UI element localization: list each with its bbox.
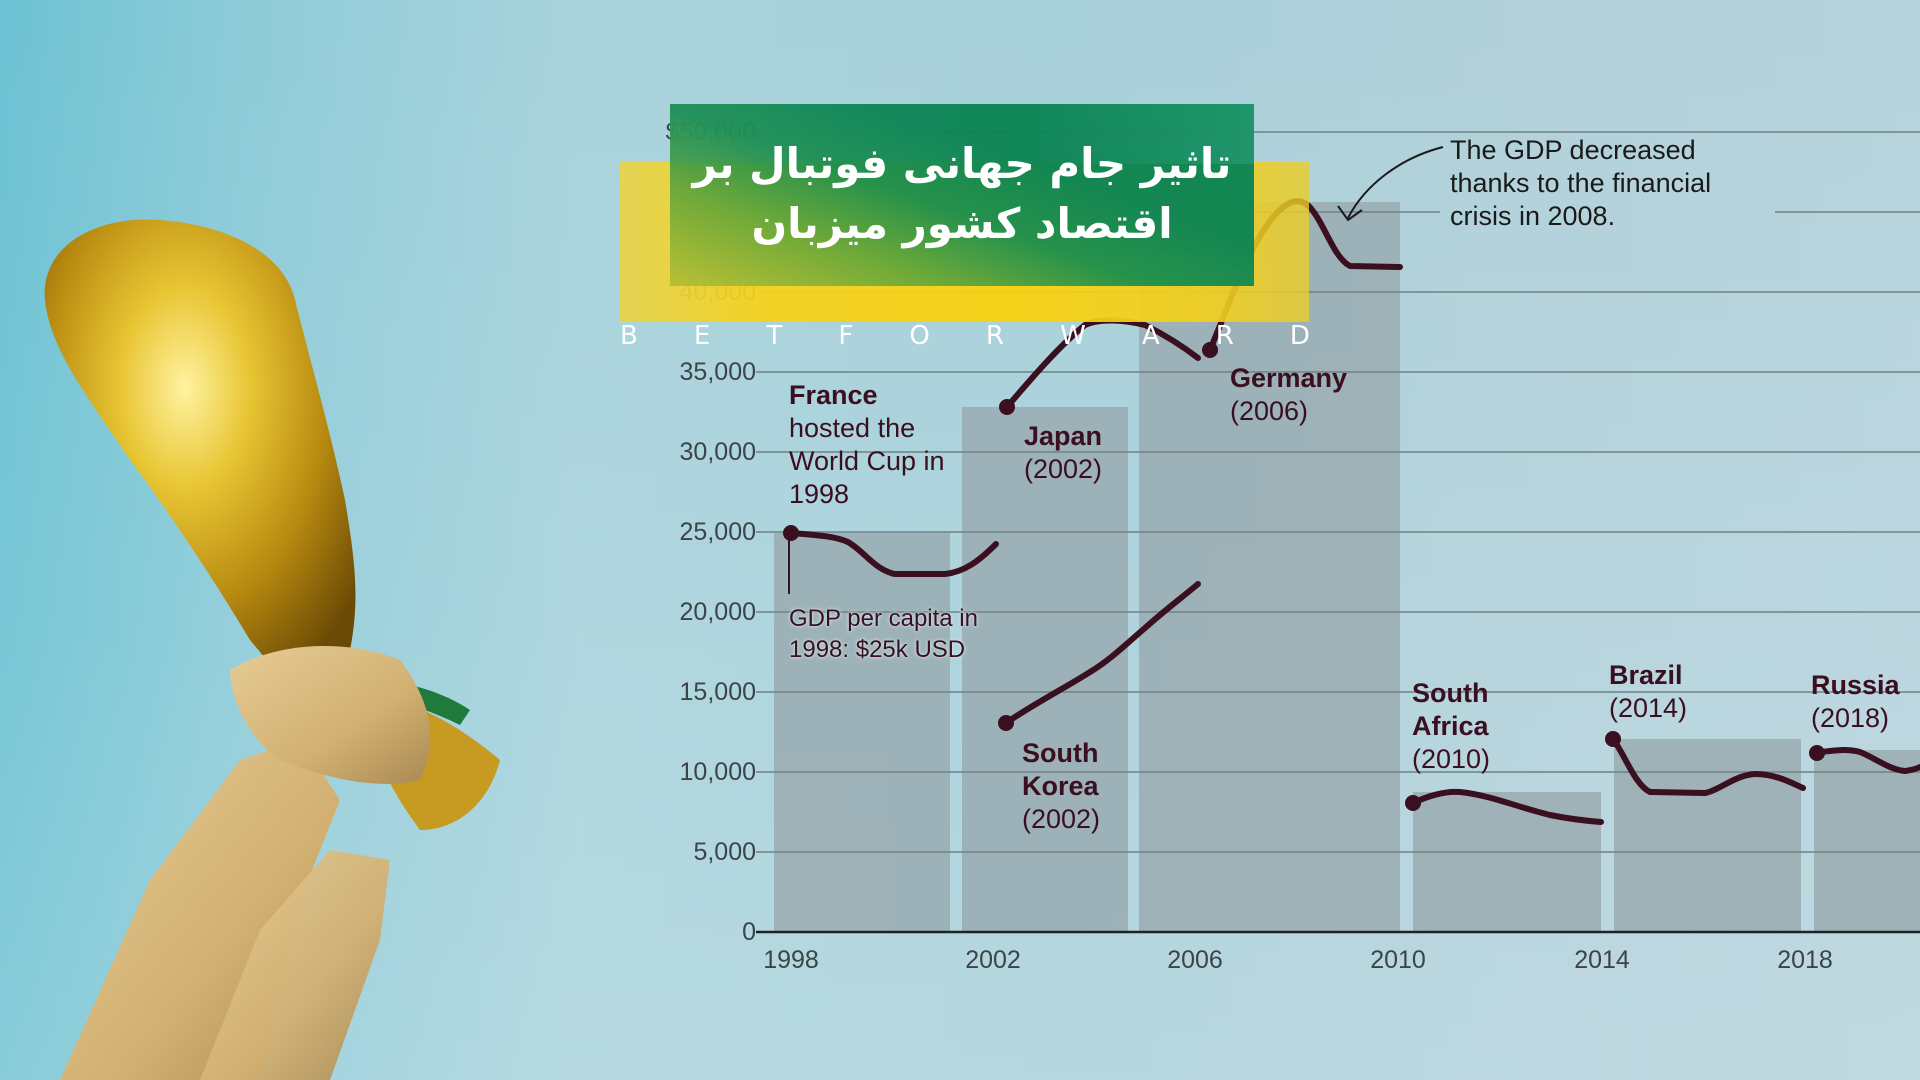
y-tick-15000: 15,000 [679, 678, 756, 706]
brand-wordmark: B E T F O R W A R D [620, 321, 1310, 351]
brazil-line [1610, 736, 1806, 796]
south-africa-label: South Africa (2010) [1412, 677, 1512, 776]
brand-letter: R [1215, 321, 1234, 351]
financial-crisis-annotation: The GDP decreased thanks to the financia… [1450, 135, 1712, 231]
south-korea-label-name: South Korea [1022, 738, 1099, 801]
brand-letter: D [1289, 321, 1310, 351]
south-korea-label-year: (2002) [1022, 804, 1101, 834]
brand-letter: F [838, 321, 854, 351]
host-year-dots [783, 342, 1825, 811]
brand-letter: E [693, 321, 711, 351]
brand-letter: A [1141, 321, 1160, 351]
brand-letter: B [620, 321, 638, 351]
brand-letter: W [1060, 321, 1086, 351]
crisis-arrow-icon [1347, 146, 1444, 219]
page-title: تاثیر جام جهانی فوتبال بر اقتصاد کشور می… [670, 134, 1254, 254]
title-green-panel [670, 104, 1254, 286]
x-tick-2006: 2006 [1167, 946, 1223, 974]
world-cup-trophy-image [44, 219, 500, 1080]
x-tick-2010: 2010 [1370, 946, 1426, 974]
x-tick-2014: 2014 [1574, 946, 1630, 974]
germany-label-name: Germany [1230, 363, 1348, 393]
y-tick-5000: 5,000 [693, 838, 756, 866]
russia-label-name: Russia [1811, 670, 1900, 700]
y-tick-35000: 35,000 [679, 358, 756, 386]
gdp-1998-note: GDP per capita in 1998: $25k USD [789, 605, 978, 663]
south-africa-line [1410, 788, 1604, 825]
title-line-1: تاثیر جام جهانی فوتبال بر [692, 139, 1232, 188]
south-africa-label-name: South Africa [1412, 678, 1489, 741]
japan-label-name: Japan [1024, 421, 1103, 451]
brazil-label-name: Brazil [1609, 660, 1683, 690]
brand-letter: R [985, 321, 1004, 351]
brand-letter: O [909, 321, 930, 351]
title-line-2: اقتصاد کشور میزبان [751, 199, 1173, 248]
japan-label: Japan (2002) [1024, 420, 1102, 486]
y-tick-0: 0 [742, 918, 756, 946]
france-label: France hosted the World Cup in 1998 [789, 379, 959, 511]
y-tick-10000: 10,000 [679, 758, 756, 786]
y-tick-30000: 30,000 [679, 438, 756, 466]
germany-label: Germany (2006) [1230, 362, 1347, 428]
germany-label-year: (2006) [1230, 396, 1309, 426]
south-africa-label-year: (2010) [1412, 744, 1491, 774]
south-korea-label: South Korea (2002) [1022, 737, 1132, 836]
south-korea-line [1003, 581, 1201, 726]
france-label-body: hosted the World Cup in 1998 [789, 413, 945, 509]
x-tick-1998: 1998 [763, 946, 819, 974]
y-tick-20000: 20,000 [679, 598, 756, 626]
brand-letter: T [766, 321, 783, 351]
y-tick-25000: 25,000 [679, 518, 756, 546]
brazil-label-year: (2014) [1609, 693, 1688, 723]
brazil-label: Brazil (2014) [1609, 659, 1687, 725]
russia-line [1810, 747, 1920, 774]
france-label-title: France [789, 380, 878, 410]
france-line [788, 530, 999, 577]
japan-label-year: (2002) [1024, 454, 1103, 484]
russia-label-year: (2018) [1811, 703, 1890, 733]
russia-label: Russia (2018) [1811, 669, 1900, 735]
x-tick-2002: 2002 [965, 946, 1021, 974]
x-tick-2018: 2018 [1777, 946, 1833, 974]
